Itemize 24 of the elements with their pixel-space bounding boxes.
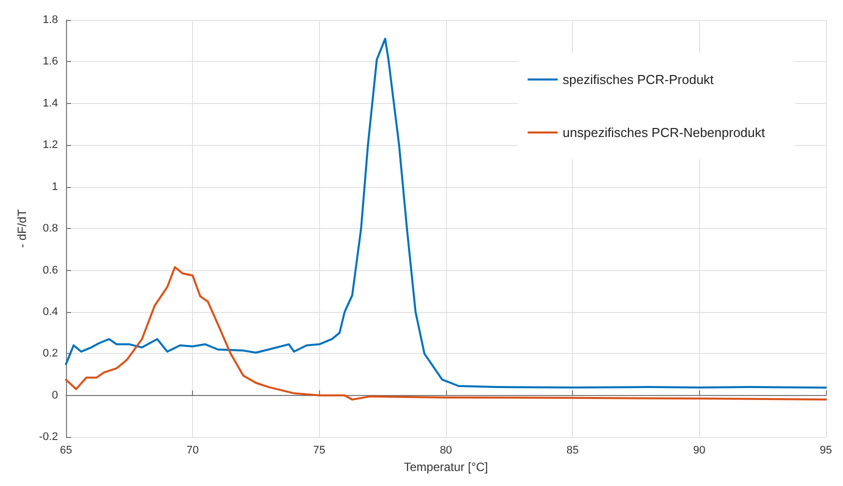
legend-label: unspezifisches PCR-Nebenprodukt: [562, 125, 766, 140]
y-tick-label: 1: [52, 180, 58, 193]
legend-label: spezifisches PCR-Produkt: [562, 72, 714, 87]
x-tick-label: 85: [566, 444, 579, 457]
y-tick-label: 0.4: [42, 306, 58, 318]
y-tick-label: -0.2: [39, 431, 58, 444]
y-tick-label: 1.4: [42, 97, 58, 110]
y-tick-label: 1.6: [42, 56, 58, 68]
y-axis-title: - dF/dT: [15, 208, 29, 248]
y-tick-label: 1.2: [42, 139, 58, 152]
y-tick-label: 0.6: [42, 264, 58, 276]
x-tick-label: 80: [440, 444, 452, 457]
y-tick-label: 0.8: [42, 222, 58, 235]
y-tick-label: 0: [52, 389, 58, 402]
line-series: [65, 38, 827, 389]
x-tick-label: 90: [693, 444, 706, 457]
x-tick-label: 75: [313, 444, 326, 457]
x-tick-label: 70: [186, 444, 199, 457]
x-tick-label: 95: [820, 444, 832, 457]
x-tick-label: 65: [60, 444, 72, 457]
line-series: [65, 266, 827, 401]
y-tick-label: 0.2: [42, 348, 58, 360]
x-axis-title: Temperatur [°C]: [404, 460, 488, 474]
y-tick-label: 1.8: [42, 14, 58, 26]
